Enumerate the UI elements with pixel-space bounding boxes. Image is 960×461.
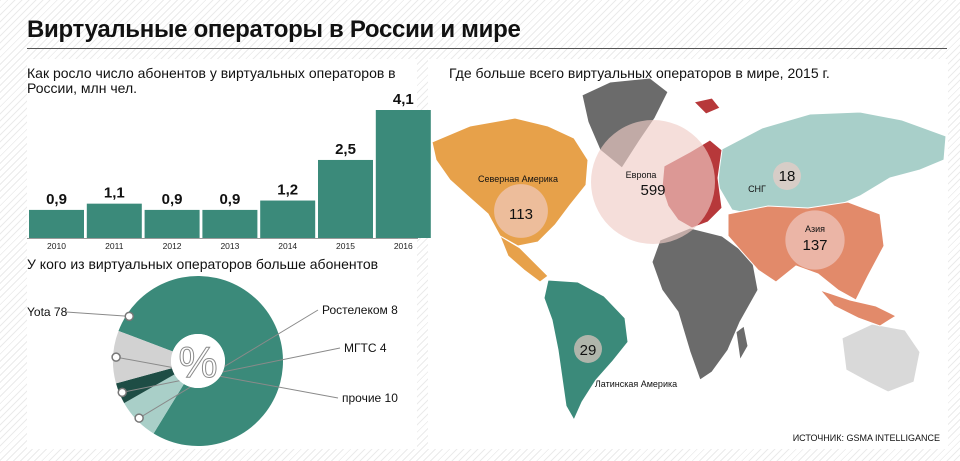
region-label: Азия xyxy=(805,224,825,234)
bar-tick-label: 2015 xyxy=(336,241,355,251)
region-value: 29 xyxy=(580,342,597,359)
donut-marker xyxy=(111,352,121,362)
bar-value-label: 0,9 xyxy=(219,191,240,208)
bar-tick-label: 2014 xyxy=(278,241,297,251)
bar-2011 xyxy=(86,203,142,238)
bar-chart-title: Как росло число абонентов у виртуальных … xyxy=(27,65,396,96)
bar-value-label: 1,2 xyxy=(277,182,298,199)
africa-shape xyxy=(651,227,759,381)
bar-value-label: 0,9 xyxy=(46,191,67,208)
madagascar-shape xyxy=(735,325,749,362)
svalbard-shape xyxy=(693,97,721,115)
bar-tick-label: 2010 xyxy=(47,241,66,251)
donut-leader-line xyxy=(122,347,341,393)
region-label: Латинская Америка xyxy=(595,379,677,389)
donut-center-percent: % xyxy=(178,338,217,387)
donut-slice-МГТС xyxy=(116,368,175,404)
bar-tick-label: 2012 xyxy=(163,241,182,251)
title-divider xyxy=(27,48,947,49)
bar-value-label: 2,5 xyxy=(335,141,356,158)
region-value: 137 xyxy=(802,237,827,254)
donut-slice-прочие xyxy=(113,330,173,384)
bubble-Европа xyxy=(591,120,715,244)
region-label: Европа xyxy=(626,170,657,180)
bar-2014 xyxy=(260,200,316,238)
bubble-Латинская Америка xyxy=(574,335,602,363)
region-value: 18 xyxy=(779,168,796,185)
region-label: СНГ xyxy=(748,184,766,194)
bar-value-label: 0,9 xyxy=(162,191,183,208)
donut-leader-line xyxy=(138,309,319,419)
donut-label: Ростелеком 8 xyxy=(322,303,398,317)
bubble-Северная Америка xyxy=(494,184,548,238)
donut-label: МГТС 4 xyxy=(344,341,387,355)
map-chart-title: Где больше всего виртуальных операторов … xyxy=(449,65,830,81)
bar-value-label: 4,1 xyxy=(393,91,414,108)
australia-shape xyxy=(841,323,921,393)
region-value: 599 xyxy=(640,182,665,199)
bar-2016 xyxy=(375,110,431,238)
donut-hole xyxy=(171,334,225,388)
bar-2015 xyxy=(318,159,373,238)
donut-label: прочие 10 xyxy=(342,391,398,405)
bar-2010 xyxy=(29,209,84,238)
donut-leader-line xyxy=(116,356,339,399)
donut-marker xyxy=(134,413,144,423)
donut-marker xyxy=(117,387,127,398)
southeast-asia-shape xyxy=(818,288,898,327)
bar-2012 xyxy=(144,209,200,238)
bar-tick-label: 2016 xyxy=(394,241,413,251)
source-note: ИСТОЧНИК: GSMA INTELLIGANCE xyxy=(792,433,940,443)
region-value: 113 xyxy=(509,206,533,223)
bar-2013 xyxy=(202,209,258,238)
bar-tick-label: 2013 xyxy=(220,241,239,251)
donut-label: Yota 78 xyxy=(27,305,68,319)
cis-shape xyxy=(717,111,947,217)
donut-marker xyxy=(124,311,134,322)
central-america-shape xyxy=(498,234,549,283)
bubble-СНГ xyxy=(773,162,801,190)
donut-chart-title: У кого из виртуальных операторов больше … xyxy=(27,256,379,272)
page-title: Виртуальные операторы в России и мире xyxy=(27,16,521,43)
donut-leader-line xyxy=(65,311,130,317)
bar-value-label: 1,1 xyxy=(104,185,125,202)
region-label: Северная Америка xyxy=(478,174,558,184)
donut-slice-Yota xyxy=(118,276,283,447)
bubble-Азия xyxy=(785,210,845,270)
bar-tick-label: 2011 xyxy=(105,241,124,251)
north-america-shape xyxy=(431,117,589,247)
